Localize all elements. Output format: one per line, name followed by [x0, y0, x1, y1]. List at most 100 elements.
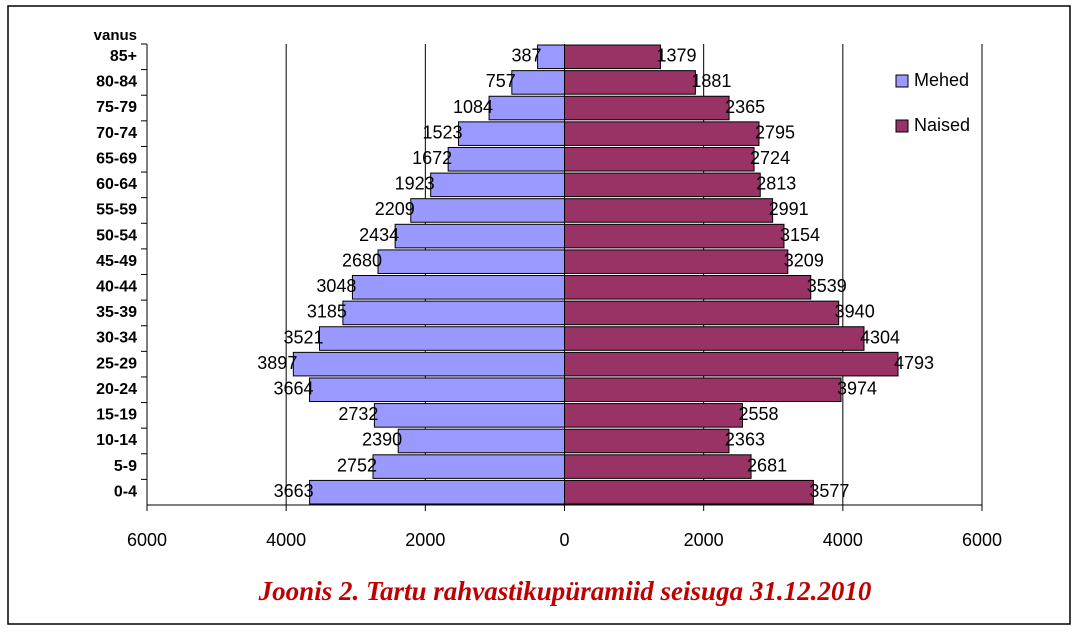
- bar: [447, 146, 566, 172]
- bar: [373, 403, 566, 428]
- data-label: 3048: [316, 276, 356, 296]
- bar: [564, 146, 755, 172]
- data-label: 2680: [342, 250, 382, 270]
- bar: [537, 44, 565, 70]
- data-label: 2434: [359, 225, 399, 245]
- data-label: 3577: [809, 481, 849, 501]
- y-axis-label: vanus: [94, 27, 137, 44]
- bar: [564, 172, 761, 198]
- data-label: 1923: [395, 174, 435, 194]
- y-tick-label: 55-59: [96, 202, 137, 219]
- bar: [351, 275, 565, 300]
- bar: [564, 70, 696, 95]
- x-tick-label: 2000: [405, 530, 445, 550]
- data-label: 2752: [337, 455, 377, 475]
- data-label: 1881: [691, 71, 731, 91]
- y-tick-label: 85+: [110, 48, 137, 65]
- data-label: 1672: [412, 148, 452, 168]
- y-tick-label: 15-19: [96, 407, 137, 424]
- data-label: 1379: [656, 46, 696, 66]
- y-tick-label: 70-74: [96, 125, 137, 142]
- y-tick-label: 80-84: [96, 74, 137, 91]
- y-tick-label: 45-49: [96, 253, 137, 270]
- y-tick-label: 60-64: [96, 176, 137, 193]
- y-tick-label: 5-9: [114, 458, 137, 475]
- y-tick-label: 30-34: [96, 330, 137, 347]
- bar: [564, 121, 760, 146]
- bar: [394, 223, 565, 249]
- data-label: 2813: [756, 174, 796, 194]
- data-label: 2363: [725, 430, 765, 450]
- legend-label: Naised: [914, 115, 970, 135]
- bar: [564, 351, 899, 377]
- data-label: 2390: [362, 430, 402, 450]
- data-label: 2795: [755, 122, 795, 142]
- x-tick-label: 2000: [684, 530, 724, 550]
- bar: [564, 428, 730, 454]
- data-label: 2681: [747, 455, 787, 475]
- data-label: 3940: [835, 302, 875, 322]
- legend-swatch: [895, 74, 909, 88]
- data-label: 3185: [307, 302, 347, 322]
- bar: [458, 121, 566, 146]
- y-tick-label: 50-54: [96, 227, 137, 244]
- y-tick-label: 10-14: [96, 432, 137, 449]
- data-label: 3974: [837, 379, 877, 399]
- data-label: 3539: [807, 276, 847, 296]
- bar: [292, 351, 565, 377]
- bar: [511, 70, 565, 95]
- data-label: 3663: [274, 481, 314, 501]
- bar: [564, 479, 814, 505]
- data-label: 4793: [894, 353, 934, 373]
- bar: [488, 95, 565, 121]
- bar: [342, 300, 565, 326]
- y-tick-label: 40-44: [96, 279, 137, 296]
- data-label: 3664: [273, 379, 313, 399]
- y-tick-label: 0-4: [114, 483, 137, 500]
- bar: [564, 249, 789, 274]
- data-label: 2558: [738, 404, 778, 424]
- y-tick-label: 20-24: [96, 381, 137, 398]
- y-tick-label: 25-29: [96, 355, 137, 372]
- bar: [397, 428, 565, 454]
- bar: [564, 403, 743, 428]
- x-tick-label: 6000: [127, 530, 167, 550]
- bar: [430, 172, 565, 198]
- data-label: 3897: [257, 353, 297, 373]
- legend-swatch: [895, 119, 909, 133]
- x-tick-label: 4000: [823, 530, 863, 550]
- y-tick-label: 65-69: [96, 150, 137, 167]
- y-tick-label: 75-79: [96, 99, 137, 116]
- bar: [318, 326, 565, 351]
- bar: [564, 95, 730, 121]
- x-tick-label: 4000: [266, 530, 306, 550]
- data-label: 757: [486, 71, 516, 91]
- data-label: 2724: [750, 148, 790, 168]
- bar: [564, 326, 865, 351]
- bar: [410, 198, 565, 223]
- bar: [377, 249, 565, 274]
- data-label: 1523: [422, 122, 462, 142]
- x-tick-label: 6000: [962, 530, 1002, 550]
- bar: [564, 377, 842, 403]
- chart-title: Joonis 2. Tartu rahvastikupüramiid seisu…: [258, 576, 872, 606]
- data-label: 2991: [769, 199, 809, 219]
- legend-label: Mehed: [914, 70, 969, 90]
- bar: [564, 44, 661, 70]
- data-label: 2365: [725, 97, 765, 117]
- y-tick-label: 35-39: [96, 304, 137, 321]
- bar: [564, 454, 752, 479]
- bar: [372, 454, 565, 479]
- data-label: 4304: [860, 327, 900, 347]
- bar: [564, 223, 785, 249]
- data-label: 3209: [784, 250, 824, 270]
- data-label: 2209: [375, 199, 415, 219]
- bar: [564, 300, 840, 326]
- bar: [309, 479, 565, 505]
- x-tick-label: 0: [559, 530, 569, 550]
- bar: [564, 198, 774, 223]
- data-label: 1084: [453, 97, 493, 117]
- data-label: 2732: [338, 404, 378, 424]
